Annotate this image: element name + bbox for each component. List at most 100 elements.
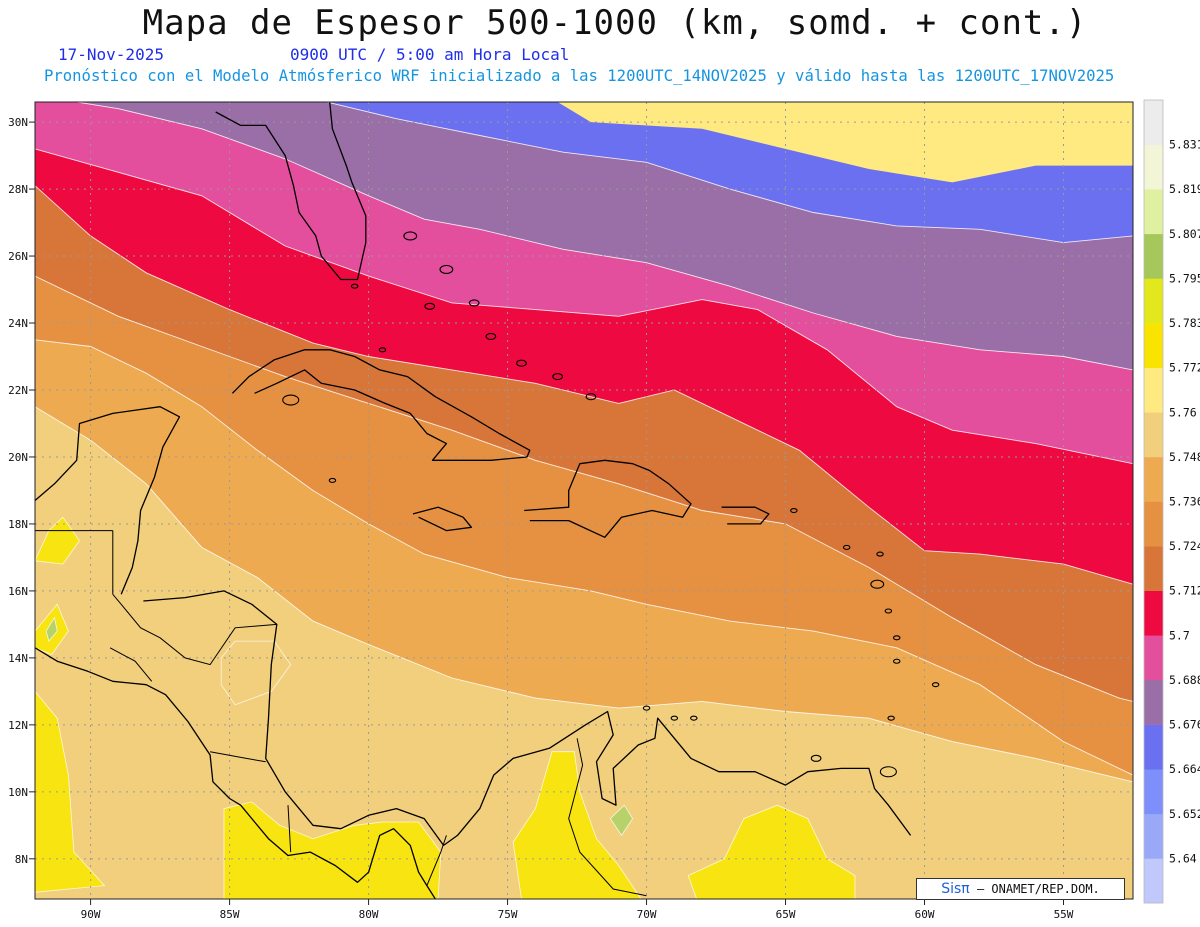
colorbar-label: 5.712 (1169, 584, 1200, 598)
island (892, 658, 901, 664)
island (810, 754, 822, 762)
lon-tick-label: 60W (915, 908, 935, 921)
model-info: Pronóstico con el Modelo Atmósferico WRF… (44, 67, 1115, 85)
thickness-patch (220, 640, 292, 706)
colorbar: 5.64 5.652 5.664 5.676 5.688 5.7 5.712 5.724 5.7… (1143, 99, 1200, 904)
lat-lon-grid (35, 102, 1133, 899)
coastlines (35, 102, 940, 899)
island (931, 682, 940, 688)
island (328, 477, 337, 483)
axis-ticks: 90W 85W 80W 75W 70W 65W 60W 55W 30N 28N 26N 24N 22N 2… (8, 116, 1074, 921)
thickness-bands (35, 102, 1133, 899)
colorbar-label: 5.7 (1169, 628, 1190, 642)
thickness-patch (35, 516, 80, 565)
island (790, 507, 798, 514)
colorbar-label: 5.676 (1169, 718, 1200, 732)
island (892, 635, 901, 641)
colorbar-frame (1143, 99, 1164, 904)
colorbar-label: 5.64 (1169, 851, 1197, 865)
island (642, 705, 651, 711)
island (870, 579, 885, 589)
island (585, 393, 597, 401)
colorbar-label: 5.748 (1169, 450, 1200, 464)
colorbar-swatch (1144, 635, 1163, 681)
credit-org: – ONAMET/REP.DOM. (969, 882, 1100, 896)
thickness-patch (687, 804, 856, 899)
colorbar-swatch (1144, 813, 1163, 859)
lon-tick-label: 80W (359, 908, 379, 921)
contour-line (324, 102, 1133, 244)
colorbar-swatch (1144, 679, 1163, 725)
lat-tick-label: 28N (8, 183, 28, 196)
colorbar-swatch (1144, 456, 1163, 502)
country-border (210, 751, 266, 763)
colorbar-label: 5.736 (1169, 495, 1200, 509)
thickness-band (35, 406, 1133, 899)
lat-tick-label: 24N (8, 317, 28, 330)
colorbar-label: 5.724 (1169, 539, 1200, 553)
thickness-patches (35, 516, 856, 899)
colorbar-label: 5.664 (1169, 762, 1200, 776)
thickness-patch (35, 690, 106, 893)
colorbar-label: 5.795 (1169, 271, 1200, 285)
country-border (287, 805, 292, 853)
coastline-florida (215, 102, 367, 281)
thickness-patch (512, 751, 642, 899)
colorbar-label: 5.76 (1169, 405, 1197, 419)
coastline-yucatan (35, 406, 181, 595)
colorbar-label: 5.783 (1169, 316, 1200, 330)
lat-tick-label: 12N (8, 719, 28, 732)
island (485, 332, 497, 340)
thickness-patch (45, 616, 58, 642)
lon-tick-label: 70W (637, 908, 657, 921)
sispi-logo: Sisπ (941, 881, 970, 897)
colorbar-swatch (1144, 724, 1163, 770)
colorbar-label: 5.772 (1169, 361, 1200, 375)
island (468, 299, 480, 307)
contour-line (35, 339, 1133, 776)
island (282, 394, 300, 406)
contour-line (35, 275, 1133, 702)
colorbar-swatch (1144, 501, 1163, 547)
colorbar-swatch (1144, 189, 1163, 235)
island (842, 544, 851, 550)
lat-tick-label: 10N (8, 786, 28, 799)
island (887, 715, 895, 721)
lat-tick-label: 18N (8, 518, 28, 531)
island (424, 302, 436, 310)
lat-tick-label: 22N (8, 384, 28, 397)
thickness-patch (609, 804, 634, 837)
colorbar-swatch (1144, 590, 1163, 636)
colorbar-swatch (1144, 367, 1163, 413)
colorbar-swatch (1144, 278, 1163, 324)
lon-tick-label: 55W (1054, 908, 1074, 921)
island (378, 347, 387, 353)
lon-tick-label: 65W (776, 908, 796, 921)
map-frame (34, 101, 1134, 900)
island (876, 551, 884, 557)
island (884, 608, 893, 614)
lat-tick-label: 8N (15, 853, 28, 866)
lat-tick-label: 14N (8, 652, 28, 665)
country-border (109, 647, 153, 682)
lon-tick-label: 85W (220, 908, 240, 921)
contour-line (35, 148, 1133, 465)
contour-line (35, 406, 1133, 783)
coastline-cuba (231, 349, 531, 461)
thickness-patch (223, 801, 442, 899)
lat-tick-label: 26N (8, 250, 28, 263)
colorbar-swatch (1144, 144, 1163, 190)
contour-line (35, 185, 1133, 585)
island (552, 373, 563, 381)
colorbar-swatch (1144, 769, 1163, 815)
island (439, 264, 454, 274)
island (516, 359, 527, 367)
island (403, 231, 418, 241)
colorbar-label: 5.831 (1169, 138, 1200, 152)
lat-tick-label: 16N (8, 585, 28, 598)
island (690, 715, 698, 721)
lat-tick-label: 20N (8, 451, 28, 464)
colorbar-swatch (1144, 412, 1163, 458)
colorbar-swatch (1144, 858, 1163, 904)
colorbar-label: 5.807 (1169, 227, 1200, 241)
